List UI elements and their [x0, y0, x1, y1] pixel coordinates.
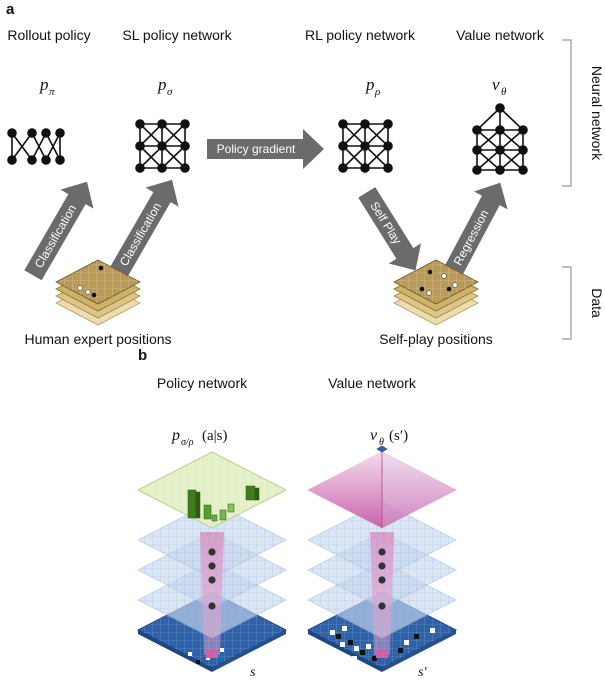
- policy-network-stack: [136, 451, 288, 672]
- human-positions-label: Human expert positions: [24, 331, 171, 347]
- data-side-label: Data: [589, 288, 605, 318]
- svg-text:p: p: [365, 75, 375, 94]
- svg-text:θ: θ: [501, 86, 507, 98]
- rollout-symbol: p π: [39, 75, 55, 98]
- data-bracket: [562, 266, 572, 340]
- self-play-positions-label: Self-play positions: [379, 331, 493, 347]
- sl-network-icon: [135, 119, 190, 173]
- svg-text:p: p: [39, 75, 49, 94]
- svg-text:σ: σ: [167, 86, 173, 98]
- rl-policy-title: RL policy network: [305, 27, 416, 43]
- svg-text:π: π: [49, 86, 55, 98]
- svg-text:(a|s): (a|s): [202, 428, 228, 444]
- svg-text:Classification: Classification: [117, 200, 164, 268]
- sl-symbol: p σ: [157, 75, 173, 98]
- value-network-icon: [472, 103, 528, 175]
- policy-output-label: p σ/ρ (a|s): [171, 427, 228, 448]
- svg-text:p: p: [171, 427, 180, 444]
- svg-text:(s′): (s′): [389, 428, 408, 444]
- svg-text:v: v: [492, 75, 500, 94]
- svg-text:σ/ρ: σ/ρ: [181, 437, 194, 448]
- rollout-policy-title: Rollout policy: [7, 27, 90, 43]
- neural-network-side-label: Neural network: [589, 66, 605, 161]
- neural-network-bracket: [562, 39, 572, 187]
- value-output-label: v θ (s′): [370, 427, 408, 448]
- panel-b-label: b: [138, 347, 147, 364]
- classification-arrow-2: Classification: [110, 179, 179, 277]
- rollout-network-icon: [7, 128, 65, 165]
- policy-gradient-arrow: Policy gradient: [207, 129, 324, 169]
- human-positions-boards: [55, 259, 141, 326]
- svg-text:Policy gradient: Policy gradient: [217, 142, 296, 156]
- value-network-stack: [306, 445, 458, 672]
- policy-network-title: Policy network: [157, 375, 248, 391]
- value-network-title: Value network: [456, 27, 545, 43]
- self-play-positions-boards: [393, 259, 479, 326]
- svg-text:v: v: [370, 427, 378, 444]
- svg-text:θ: θ: [379, 437, 384, 448]
- panel-a-label: a: [6, 1, 15, 18]
- self-play-arrow: Self Play: [358, 187, 422, 271]
- value-network-b-title: Value network: [328, 375, 417, 391]
- value-symbol: v θ: [492, 75, 507, 98]
- svg-text:Classification: Classification: [32, 202, 79, 270]
- svg-text:ρ: ρ: [374, 86, 380, 98]
- value-input-label: s′: [418, 665, 427, 680]
- rl-symbol: p ρ: [365, 75, 380, 98]
- svg-text:p: p: [157, 75, 167, 94]
- rl-network-icon: [338, 119, 393, 173]
- policy-input-label: s: [250, 665, 256, 680]
- sl-policy-title: SL policy network: [122, 27, 232, 43]
